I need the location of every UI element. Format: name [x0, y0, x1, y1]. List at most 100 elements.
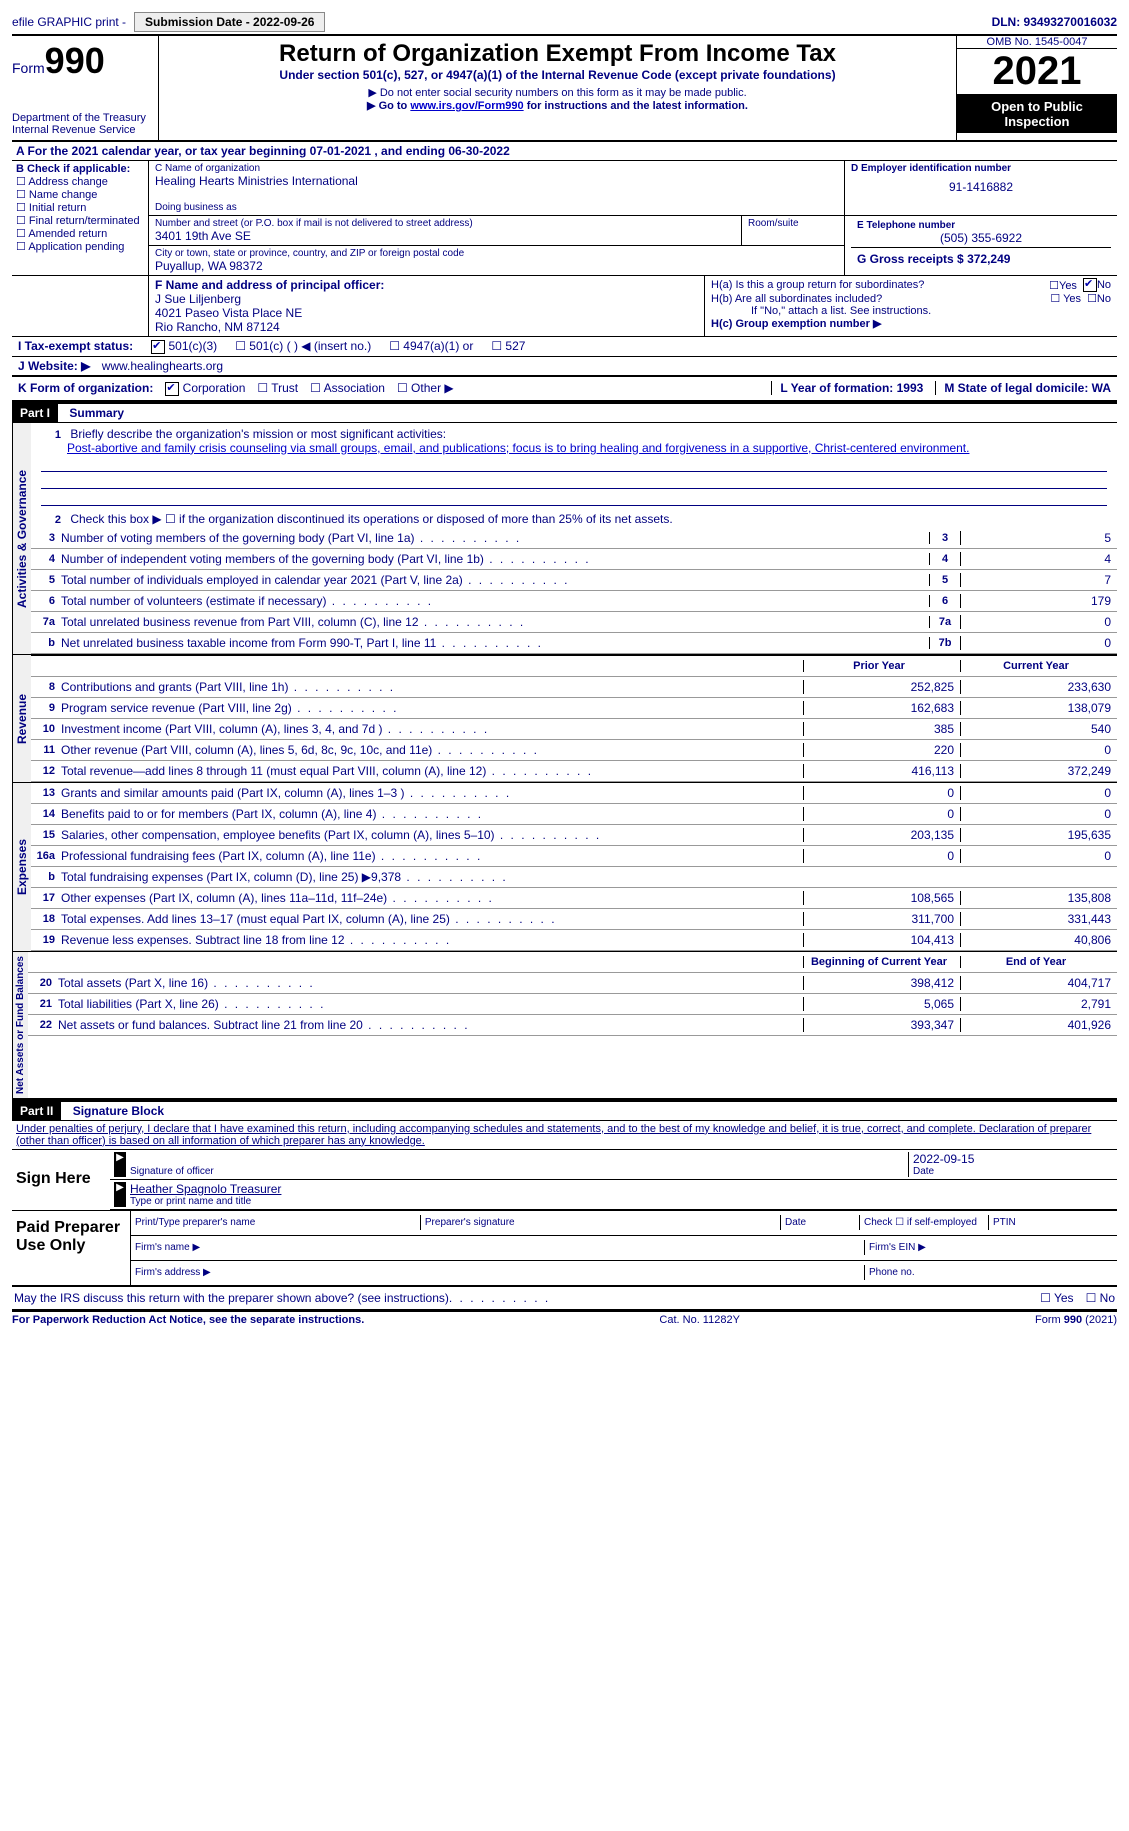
officer-addr2: Rio Rancho, NM 87124	[155, 320, 698, 334]
ha-no[interactable]: No	[1083, 278, 1111, 292]
cb-association[interactable]: ☐ Association	[310, 381, 385, 395]
submission-date-button[interactable]: Submission Date - 2022-09-26	[134, 12, 325, 32]
part-i-title: Summary	[61, 406, 124, 420]
firm-name-label: Firm's name ▶	[131, 1240, 865, 1255]
i-label: I Tax-exempt status:	[18, 339, 133, 353]
irs-link[interactable]: www.irs.gov/Form990	[410, 100, 523, 112]
row-k: K Form of organization: Corporation ☐ Tr…	[12, 377, 1117, 402]
form-footer-label: Form 990 (2021)	[1035, 1314, 1117, 1326]
org-city: Puyallup, WA 98372	[155, 259, 838, 273]
summary-row: 20Total assets (Part X, line 16)398,4124…	[28, 973, 1117, 994]
summary-row: 19Revenue less expenses. Subtract line 1…	[31, 930, 1117, 951]
discuss-yes[interactable]: ☐ Yes	[1040, 1291, 1073, 1305]
summary-row: 16aProfessional fundraising fees (Part I…	[31, 846, 1117, 867]
col-b-checkboxes: B Check if applicable: ☐ Address change …	[12, 161, 149, 275]
block-revenue: Revenue Prior Year Current Year 8Contrib…	[12, 654, 1117, 782]
signature-date: 2022-09-15	[913, 1152, 1113, 1166]
tab-activities-governance: Activities & Governance	[12, 423, 31, 654]
typed-name: Heather Spagnolo Treasurer	[130, 1182, 1113, 1196]
summary-row: 3Number of voting members of the governi…	[31, 528, 1117, 549]
cb-address-change[interactable]: ☐ Address change	[16, 175, 144, 188]
perjury-statement: Under penalties of perjury, I declare th…	[12, 1121, 1117, 1149]
arrow-icon: ▶	[114, 1152, 126, 1177]
discuss-no[interactable]: ☐ No	[1086, 1291, 1115, 1305]
cb-initial-return[interactable]: ☐ Initial return	[16, 201, 144, 214]
cb-application-pending[interactable]: ☐ Application pending	[16, 240, 144, 253]
hdr-end-year: End of Year	[960, 956, 1117, 968]
m-state: M State of legal domicile: WA	[935, 381, 1111, 395]
summary-row: bNet unrelated business taxable income f…	[31, 633, 1117, 654]
hdr-current-year: Current Year	[960, 660, 1117, 672]
ha-yes[interactable]: ☐Yes	[1049, 279, 1077, 292]
inspection-label: Open to Public Inspection	[957, 95, 1117, 133]
cb-corporation[interactable]: Corporation	[165, 381, 245, 396]
cb-527[interactable]: ☐ 527	[491, 339, 525, 353]
org-name: Healing Hearts Ministries International	[155, 174, 838, 188]
tab-net-assets: Net Assets or Fund Balances	[12, 952, 28, 1098]
summary-row: 13Grants and similar amounts paid (Part …	[31, 783, 1117, 804]
cb-other[interactable]: ☐ Other ▶	[397, 381, 454, 395]
sign-here-label: Sign Here	[12, 1150, 110, 1210]
section-b-to-g: B Check if applicable: ☐ Address change …	[12, 161, 1117, 276]
form-subtitle: Under section 501(c), 527, or 4947(a)(1)…	[167, 68, 948, 82]
date-label: Date	[913, 1166, 1113, 1177]
note-ssn: ▶ Do not enter social security numbers o…	[167, 86, 948, 99]
hdr-prior-year: Prior Year	[803, 660, 960, 672]
website-url: www.healinghearts.org	[102, 359, 223, 373]
part-i-header: Part I Summary	[12, 402, 1117, 423]
cb-final-return[interactable]: ☐ Final return/terminated	[16, 214, 144, 227]
dba-label: Doing business as	[155, 202, 838, 213]
cb-name-change[interactable]: ☐ Name change	[16, 188, 144, 201]
paid-preparer-section: Paid Preparer Use Only Print/Type prepar…	[12, 1211, 1117, 1287]
page-footer: For Paperwork Reduction Act Notice, see …	[12, 1311, 1117, 1328]
signature-of-officer-label: Signature of officer	[130, 1166, 908, 1177]
part-ii-title: Signature Block	[65, 1104, 164, 1118]
l-year: L Year of formation: 1993	[771, 381, 923, 395]
officer-name: J Sue Liljenberg	[155, 292, 698, 306]
hb-label: H(b) Are all subordinates included?	[711, 293, 1050, 305]
cb-501c3[interactable]: 501(c)(3)	[151, 339, 217, 354]
block-net-assets: Net Assets or Fund Balances Beginning of…	[12, 951, 1117, 1100]
cb-trust[interactable]: ☐ Trust	[257, 381, 298, 395]
firm-ein-label: Firm's EIN ▶	[865, 1240, 1117, 1255]
row-i-status: I Tax-exempt status: 501(c)(3) ☐ 501(c) …	[12, 337, 1117, 357]
g-label: G Gross receipts $	[857, 252, 967, 266]
summary-row: 11Other revenue (Part VIII, column (A), …	[31, 740, 1117, 761]
addr-label: Number and street (or P.O. box if mail i…	[155, 218, 735, 229]
room-label: Room/suite	[742, 216, 844, 245]
c-label: C Name of organization	[155, 163, 838, 174]
hb-no[interactable]: ☐No	[1087, 292, 1111, 305]
form-number: 990	[45, 40, 105, 81]
typed-label: Type or print name and title	[130, 1196, 1113, 1207]
phone-value: (505) 355-6922	[857, 231, 1105, 245]
summary-row: 7aTotal unrelated business revenue from …	[31, 612, 1117, 633]
row-j-website: J Website: ▶ www.healinghearts.org	[12, 357, 1117, 377]
gross-receipts: 372,249	[967, 252, 1010, 266]
efile-label: efile GRAPHIC print -	[12, 15, 126, 29]
catalog-number: Cat. No. 11282Y	[659, 1314, 740, 1326]
arrow-icon: ▶	[114, 1182, 126, 1207]
cb-amended-return[interactable]: ☐ Amended return	[16, 227, 144, 240]
h-note: If "No," attach a list. See instructions…	[711, 305, 1111, 317]
org-address: 3401 19th Ave SE	[155, 229, 735, 243]
discuss-row: May the IRS discuss this return with the…	[12, 1287, 1117, 1311]
dln-label: DLN: 93493270016032	[992, 15, 1117, 29]
hb-yes[interactable]: ☐ Yes	[1050, 292, 1081, 305]
note-goto-post: for instructions and the latest informat…	[524, 100, 748, 112]
summary-row: 18Total expenses. Add lines 13–17 (must …	[31, 909, 1117, 930]
summary-row: 22Net assets or fund balances. Subtract …	[28, 1015, 1117, 1036]
dept-label: Department of the Treasury	[12, 112, 152, 124]
summary-row: 4Number of independent voting members of…	[31, 549, 1117, 570]
summary-row: 15Salaries, other compensation, employee…	[31, 825, 1117, 846]
top-bar: efile GRAPHIC print - Submission Date - …	[12, 12, 1117, 36]
part-ii-header: Part II Signature Block	[12, 1100, 1117, 1121]
form-word: Form	[12, 60, 45, 76]
city-label: City or town, state or province, country…	[155, 248, 838, 259]
cb-501c[interactable]: ☐ 501(c) ( ) ◀ (insert no.)	[235, 339, 371, 353]
summary-row: 12Total revenue—add lines 8 through 11 (…	[31, 761, 1117, 782]
cb-4947[interactable]: ☐ 4947(a)(1) or	[389, 339, 473, 353]
discuss-label: May the IRS discuss this return with the…	[14, 1291, 449, 1305]
firm-address-label: Firm's address ▶	[131, 1265, 865, 1280]
f-label: F Name and address of principal officer:	[155, 278, 698, 292]
j-label: J Website: ▶	[18, 359, 90, 373]
